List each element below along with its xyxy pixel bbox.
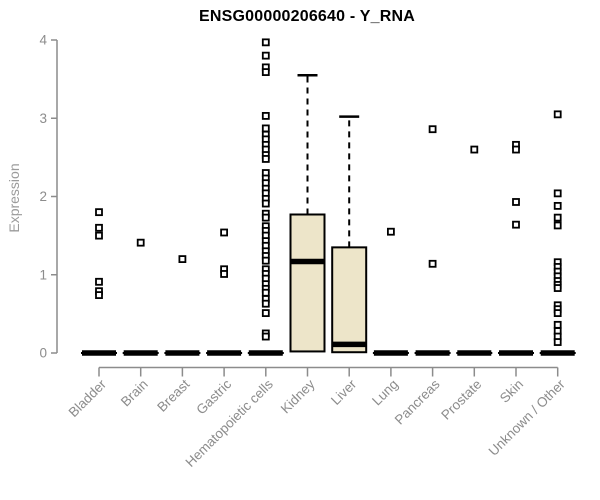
box-unknown-other (539, 110, 576, 356)
x-tick-label-skin: Skin (497, 377, 526, 406)
outlier-point (220, 228, 229, 237)
y-tick-label: 4 (39, 33, 47, 48)
box-hematopoietic-cells (247, 38, 284, 356)
x-tick-label-prostate: Prostate (438, 377, 484, 423)
outlier-point (261, 112, 270, 120)
outlier-point (512, 220, 520, 229)
outlier-point (261, 309, 270, 317)
y-tick-label: 0 (39, 346, 47, 361)
outlier-point (261, 288, 270, 297)
x-tick-label-lung: Lung (369, 377, 401, 409)
box-body (289, 213, 326, 353)
outlier-point (261, 68, 270, 76)
y-axis: 0 1 2 3 4 (39, 33, 58, 361)
outlier-point (95, 208, 103, 217)
outlier-point (95, 231, 103, 240)
outlier-point (261, 332, 270, 341)
outlier-point (261, 38, 270, 47)
x-tick-label-liver: Liver (328, 376, 360, 408)
outlier-point (261, 51, 270, 60)
outlier-point (95, 277, 103, 286)
outlier-point (178, 255, 187, 264)
outlier-point (261, 213, 270, 222)
outlier-point (261, 124, 270, 133)
outlier-point (95, 223, 103, 232)
box-body (331, 246, 368, 354)
outlier-point (553, 309, 562, 317)
x-tick-label-bladder: Bladder (66, 376, 110, 420)
outlier-point (220, 270, 229, 278)
y-tick-label: 3 (39, 111, 47, 126)
box-gastric (206, 228, 243, 356)
box-pancreas (414, 125, 451, 356)
outlier-point (428, 259, 437, 268)
outlier-point (95, 291, 103, 299)
outlier-point (470, 145, 479, 154)
outlier-point (553, 284, 562, 292)
outlier-point (553, 201, 562, 210)
box-liver (331, 115, 368, 354)
outlier-point (136, 238, 145, 247)
x-tick-label-pancreas: Pancreas (392, 376, 443, 427)
outlier-point (261, 155, 270, 163)
outlier-point (386, 227, 395, 236)
outlier-point (553, 213, 562, 222)
x-tick-label-brain: Brain (118, 377, 151, 410)
y-tick-label: 2 (39, 189, 47, 204)
y-tick-label: 1 (39, 267, 47, 282)
outlier-point (553, 338, 562, 346)
box-brain (122, 238, 159, 356)
outlier-point (261, 199, 270, 208)
x-tick-label-gastric: Gastric (193, 376, 234, 417)
box-kidney (289, 73, 326, 353)
box-prostate (456, 145, 493, 356)
box-breast (164, 255, 201, 356)
x-tick-label-breast: Breast (154, 376, 192, 414)
outlier-point (261, 299, 270, 308)
box-bladder (81, 208, 117, 356)
outlier-point (428, 125, 437, 134)
outlier-point (553, 110, 562, 119)
outlier-point (512, 198, 520, 206)
outlier-point (261, 256, 270, 265)
x-tick-label-kidney: Kidney (278, 376, 318, 416)
outlier-point (553, 320, 562, 329)
x-tick-label-unknown-other: Unknown / Other (486, 376, 569, 459)
outlier-point (553, 221, 562, 230)
chart-title: ENSG00000206640 - Y_RNA (199, 8, 415, 25)
outlier-point (512, 145, 520, 154)
box-skin (498, 140, 534, 356)
box-lung (372, 227, 409, 356)
outlier-point (553, 189, 562, 198)
